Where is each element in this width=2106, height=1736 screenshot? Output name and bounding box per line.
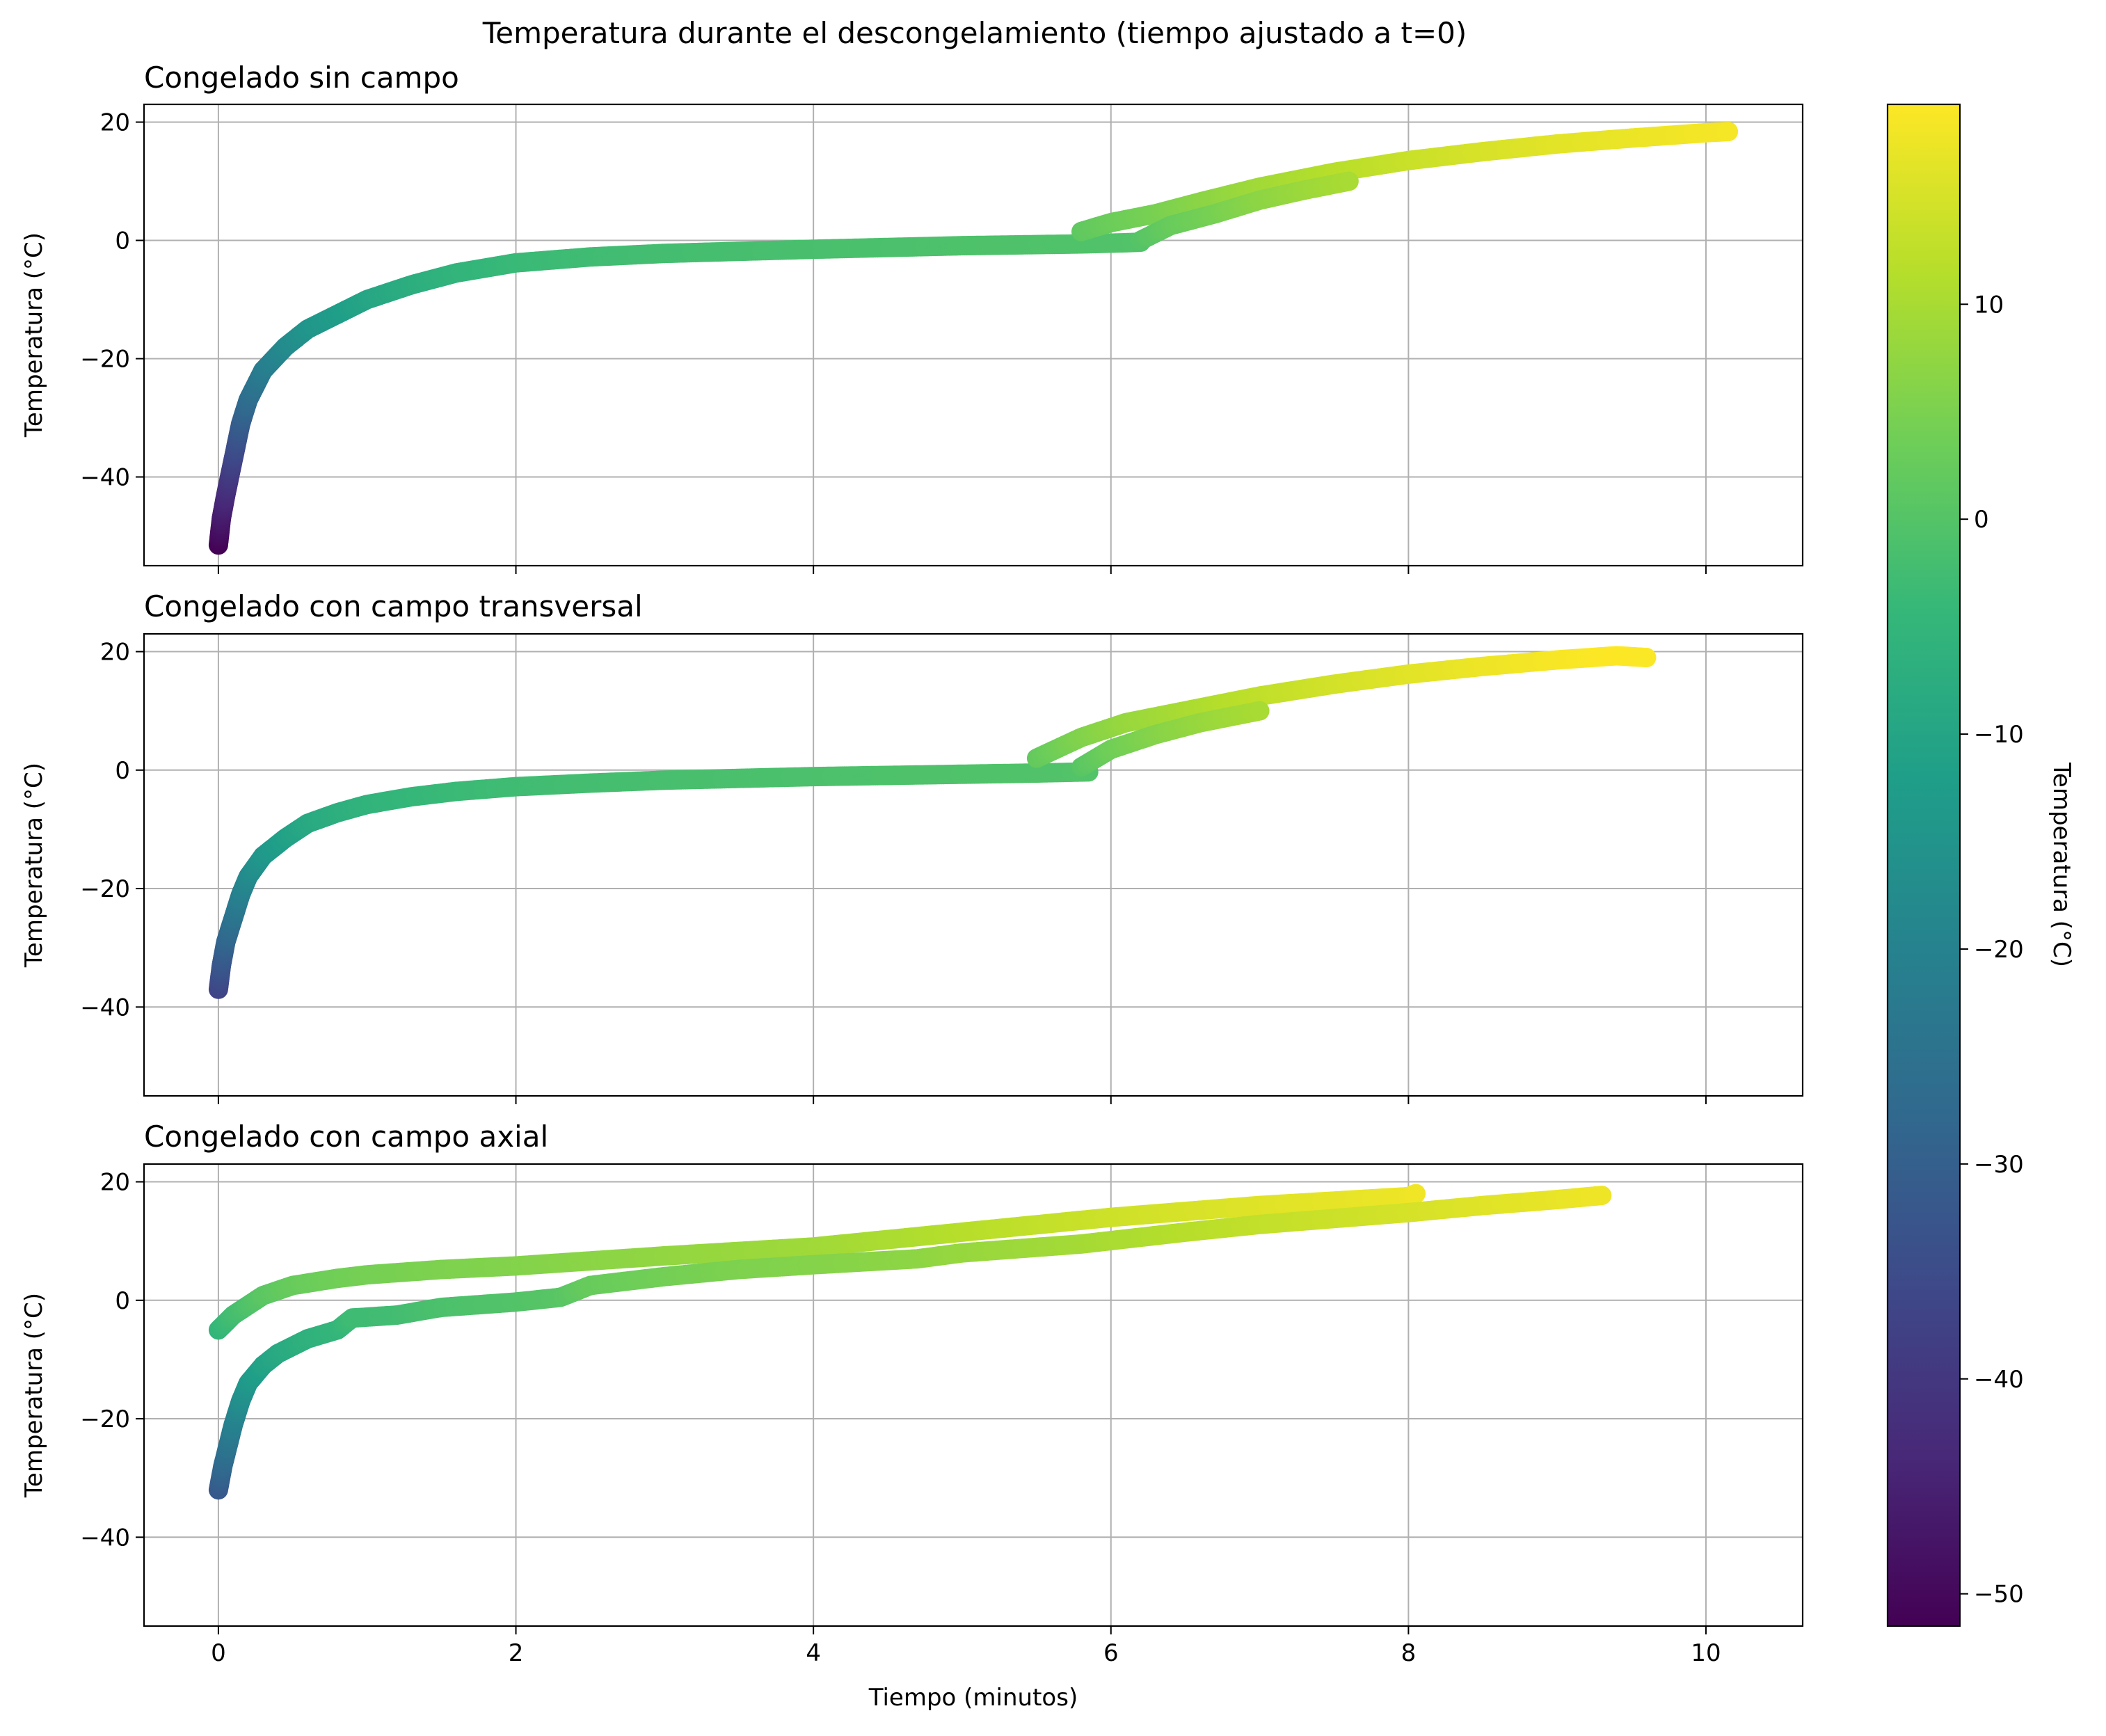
x-tick-label: 10: [1691, 1639, 1721, 1667]
colorbar: 10 0 −10 −20 −30 −40 −50 Temperatura (°C): [1886, 103, 2075, 1627]
yticks-campo-axial: 20 0 −20 −40: [80, 1169, 144, 1552]
y-tick-label: −20: [80, 1405, 130, 1433]
colorbar-tick-label: −30: [1974, 1151, 2024, 1179]
data-point: [1339, 171, 1359, 191]
ylabel-sin-campo: Temperatura (°C): [20, 232, 48, 438]
panel-title-campo-transversal: Congelado con campo transversal: [144, 589, 643, 623]
frame-campo-axial: [143, 1163, 1804, 1627]
data-point: [1636, 648, 1657, 668]
frame-campo-transversal: [143, 632, 1804, 1097]
colorbar-tick-label: −50: [1974, 1581, 2024, 1609]
colorbar-gradient: [1888, 104, 1960, 1626]
y-tick-label: 20: [100, 639, 130, 667]
colorbar-tick-label: 0: [1974, 506, 1989, 534]
y-tick-label: −40: [80, 994, 130, 1021]
y-tick-label: −40: [80, 464, 130, 492]
y-tick-label: 20: [100, 109, 130, 137]
data-campo-axial: [208, 1184, 1612, 1500]
x-tick-label: 2: [509, 1639, 524, 1667]
colorbar-frame: [1886, 103, 1961, 1627]
y-tick-label: −40: [80, 1524, 130, 1552]
ylabel-campo-transversal: Temperatura (°C): [20, 763, 48, 968]
y-tick-label: 0: [115, 1287, 130, 1315]
xticks-campo-axial: 0 2 4 6 8 10: [211, 1626, 1721, 1667]
x-tick-label: 0: [211, 1639, 226, 1667]
xticks-sin-campo: [217, 566, 1707, 574]
x-tick-label: 6: [1103, 1639, 1119, 1667]
yticks-sin-campo: 20 0 −20 −40: [80, 109, 144, 492]
plot-area-campo-axial: [144, 1164, 1803, 1626]
x-tick-label: 4: [806, 1639, 821, 1667]
x-tick-label: 8: [1401, 1639, 1417, 1667]
data-sin-campo: [208, 122, 1739, 555]
y-tick-label: 20: [100, 1169, 130, 1197]
grid-campo-axial: [144, 1164, 1803, 1626]
xticks-campo-transversal: [217, 1096, 1707, 1104]
grid-sin-campo: [144, 104, 1803, 566]
y-tick-label: 0: [115, 757, 130, 785]
figure-suptitle: Temperatura durante el descongelamiento …: [482, 16, 1467, 50]
data-point: [1250, 701, 1270, 721]
colorbar-tick-label: −10: [1974, 721, 2024, 749]
plot-area-sin-campo: [144, 104, 1803, 566]
data-point: [1592, 1186, 1612, 1206]
panel-campo-axial: 20 0 −20 −40 0 2 4 6 8 10 Congelado con campo ax…: [20, 1120, 1804, 1667]
panel-sin-campo: 20 0 −20 −40 Congelado sin campo Temperatur…: [20, 61, 1804, 574]
data-point: [1406, 1184, 1426, 1204]
ylabel-campo-axial: Temperatura (°C): [20, 1293, 48, 1498]
colorbar-tick-label: −40: [1974, 1366, 2024, 1394]
plot-area-campo-transversal: [144, 634, 1803, 1096]
panel-title-campo-axial: Congelado con campo axial: [144, 1120, 548, 1154]
data-point: [1718, 122, 1739, 142]
yticks-campo-transversal: 20 0 −20 −40: [80, 639, 144, 1021]
colorbar-label: Temperatura (°C): [2048, 762, 2075, 967]
colorbar-tick-label: −20: [1974, 936, 2024, 964]
colorbar-ticks: 10 0 −10 −20 −30 −40 −50: [1960, 291, 2024, 1609]
colorbar-tick-label: 10: [1974, 291, 2004, 319]
panel-campo-transversal: 20 0 −20 −40 Congelado con campo transversa…: [20, 589, 1804, 1104]
data-campo-transversal: [208, 646, 1657, 999]
panel-title-sin-campo: Congelado sin campo: [144, 61, 459, 95]
y-tick-label: −20: [80, 875, 130, 903]
y-tick-label: −20: [80, 346, 130, 374]
x-axis-label: Tiempo (minutos): [868, 1684, 1078, 1712]
frame-sin-campo: [143, 103, 1804, 567]
y-tick-label: 0: [115, 228, 130, 255]
